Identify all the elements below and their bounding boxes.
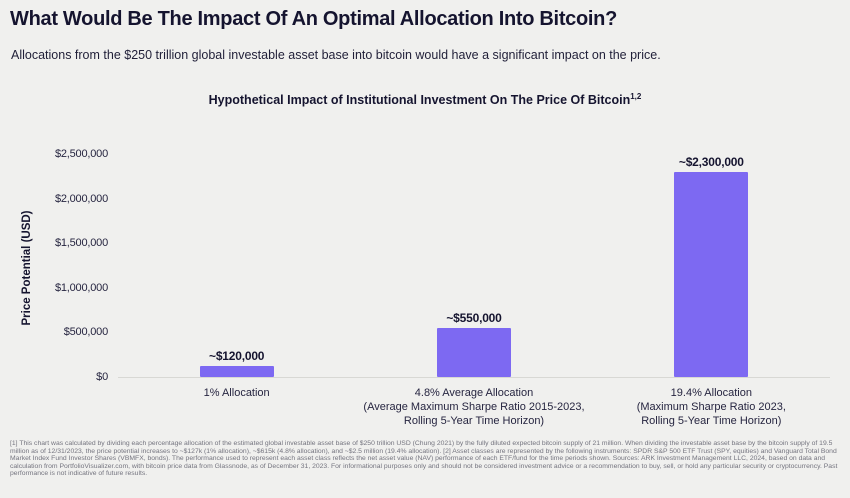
bar-category-label-line: (Average Maximum Sharpe Ratio 2015-2023, [363,401,585,413]
bar [674,171,749,377]
bar-category-label-line: 4.8% Average Allocation [414,387,534,399]
chart-title: Hypothetical Impact of Institutional Inv… [0,92,850,107]
y-axis-tick-label: $0 [96,371,108,383]
bar-category-label: 1% Allocation [72,386,402,400]
chart-title-text: Hypothetical Impact of Institutional Inv… [208,93,631,108]
bar-category-label: 19.4% Allocation (Maximum Sharpe Ratio 20… [546,386,850,428]
bar-category-label-line: Rolling 5-Year Time Horizon) [641,415,782,427]
bar [199,366,274,377]
page-title: What Would Be The Impact Of An Optimal A… [10,8,618,30]
bar-category-label-line: (Maximum Sharpe Ratio 2023, [636,401,786,413]
y-axis-title: Price Potential (USD) [21,210,33,326]
bar-category-label-line: Rolling 5-Year Time Horizon) [403,415,545,427]
y-axis-tick-label: $2,000,000 [54,192,108,205]
bar-category-label-line: 1% Allocation [203,387,270,399]
chart-title-footnote-marker: 1,2 [630,92,642,101]
y-axis-tick-label: $1,500,000 [54,237,108,250]
y-axis-tick-label: $2,500,000 [54,148,108,160]
y-axis-tick-label: $1,000,000 [54,281,108,294]
bar-value-label: ~$2,300,000 [678,154,744,169]
bar [437,327,511,377]
page-subtitle: Allocations from the $250 trillion globa… [11,48,661,62]
y-axis-tick-label: $500,000 [63,326,108,339]
bar-category-label-line: 19.4% Allocation [670,387,752,399]
x-axis-line [118,377,830,378]
bar-value-label: ~$120,000 [209,349,265,364]
bar-category-label: 4.8% Average Allocation (Average Maximum … [309,386,639,428]
bar-value-label: ~$550,000 [446,310,502,325]
footnote-disclaimer: [1] This chart was calculated by dividin… [10,440,838,477]
